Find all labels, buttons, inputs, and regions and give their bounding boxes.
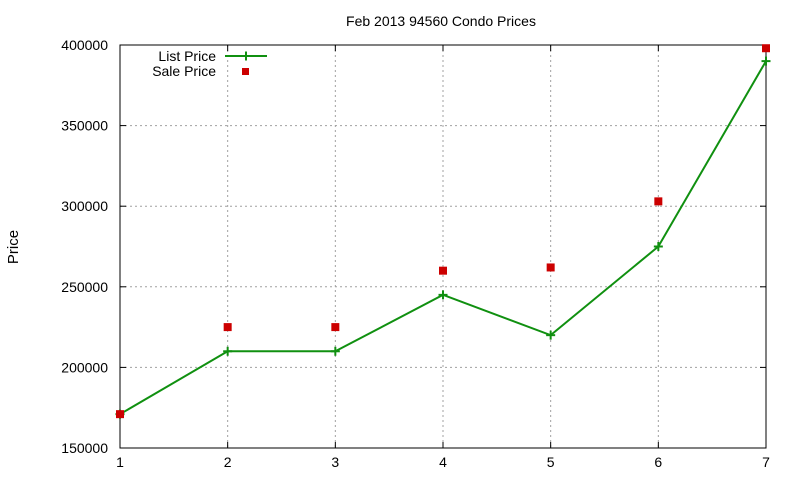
x-tick-label: 3 xyxy=(331,454,339,470)
grid-lines xyxy=(120,45,766,448)
sale-price-point xyxy=(654,197,663,206)
sale-price-point xyxy=(762,44,770,53)
y-tick-label: 200000 xyxy=(61,359,108,375)
y-tick-label: 350000 xyxy=(61,118,108,134)
legend-swatch-sale-price-marker xyxy=(242,68,249,75)
legend-label-sale-price: Sale Price xyxy=(152,63,216,79)
y-tick-label: 400000 xyxy=(61,37,108,53)
list-price-point xyxy=(546,330,556,340)
y-tick-label: 300000 xyxy=(61,198,108,214)
list-price-point xyxy=(761,56,771,66)
x-tick-label: 6 xyxy=(654,454,662,470)
y-tick-label: 150000 xyxy=(61,440,108,456)
y-axis-tick-labels: 150000 200000 250000 300000 350000 400000 xyxy=(61,37,108,456)
x-tick-label: 1 xyxy=(116,454,124,470)
chart-title: Feb 2013 94560 Condo Prices xyxy=(346,13,536,29)
series-layer xyxy=(115,44,771,419)
x-tick-label: 7 xyxy=(762,454,770,470)
x-tick-label: 2 xyxy=(224,454,232,470)
legend-label-list-price: List Price xyxy=(158,48,216,64)
y-axis-label: Price xyxy=(5,230,22,264)
sale-price-point xyxy=(546,263,555,272)
x-tick-label: 4 xyxy=(439,454,447,470)
sale-price-point xyxy=(331,323,340,332)
list-price-point xyxy=(330,346,340,356)
sale-price-point xyxy=(116,410,124,419)
legend-plus-marker xyxy=(241,51,251,61)
list-price-point xyxy=(223,346,233,356)
sale-price-point xyxy=(223,323,232,332)
list-price-point xyxy=(653,242,663,251)
axis-ticks xyxy=(119,44,767,449)
sale-price-point xyxy=(439,266,447,275)
legend-swatch-list-price-marker xyxy=(241,51,251,61)
y-tick-label: 250000 xyxy=(61,279,108,295)
list-price-point xyxy=(438,290,448,300)
x-axis-tick-labels: 1 2 3 4 5 6 7 xyxy=(116,454,770,470)
legend: List Price Sale Price xyxy=(152,48,267,79)
x-tick-label: 5 xyxy=(547,454,555,470)
